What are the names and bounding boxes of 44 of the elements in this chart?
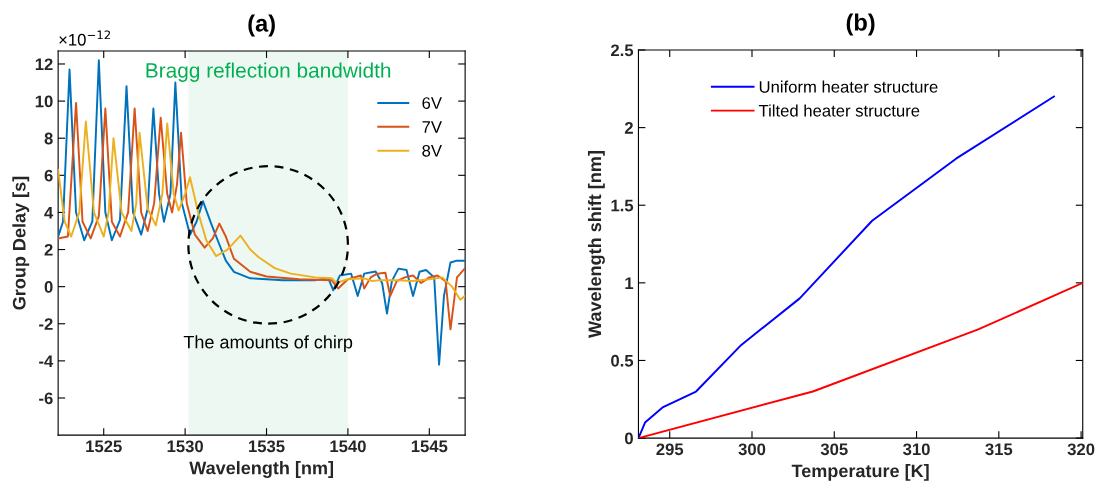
x-tick-label: 1535 xyxy=(249,440,285,453)
chart-title: (a) xyxy=(248,14,275,37)
y-tick-label: 6 xyxy=(44,169,53,182)
legend-label: Uniform heater structure xyxy=(759,80,938,93)
y-tick-label: -4 xyxy=(39,355,54,367)
y-tick-label: 0.5 xyxy=(611,354,634,367)
band-label: Bragg reflection bandwidth xyxy=(146,62,391,82)
x-axis-title: Temperature [K] xyxy=(791,464,929,481)
x-tick-label: 1530 xyxy=(167,440,203,453)
legend-label: 7V xyxy=(422,121,442,133)
y-tick-label: 0 xyxy=(624,432,633,445)
y-axis-title: Wavelength shift [nm] xyxy=(587,151,605,338)
x-axis-title: Wavelength [nm] xyxy=(189,461,334,478)
y-tick-label: 2 xyxy=(44,243,53,256)
line-series xyxy=(638,95,1055,439)
y-tick-label: 0 xyxy=(44,281,53,293)
x-tick-label: 315 xyxy=(985,443,1013,456)
x-tick-label: 305 xyxy=(820,443,848,456)
y-tick-label: -2 xyxy=(39,318,53,330)
annotation: The amounts of chirp xyxy=(183,335,353,353)
y-tick-label: 10 xyxy=(35,95,53,108)
y-axis-title: Group Delay [s] xyxy=(12,176,30,310)
y-tick-label: 1 xyxy=(625,277,634,289)
y-tick-label: 1.5 xyxy=(611,199,634,212)
y-tick-label: -6 xyxy=(39,392,53,405)
y-tick-label: 2.5 xyxy=(611,44,634,57)
y-tick-label: 2 xyxy=(624,122,633,134)
text: ×10$^{−12}$ xyxy=(59,30,111,46)
x-tick-label: 1540 xyxy=(330,440,366,453)
legend-label: 8V xyxy=(422,144,442,157)
line-series xyxy=(58,59,466,366)
legend-label: Tilted heater structure xyxy=(758,104,920,117)
x-tick-label: 310 xyxy=(903,443,930,456)
chart-title: (b) xyxy=(846,13,875,36)
x-tick-label: 1545 xyxy=(411,440,448,453)
legend-label: 6V xyxy=(422,97,442,109)
y-tick-label: 4 xyxy=(44,207,54,219)
y-tick-label: 12 xyxy=(35,58,53,71)
x-tick-label: 295 xyxy=(656,443,684,456)
x-tick-label: 1525 xyxy=(86,440,122,453)
y-tick-label: 8 xyxy=(44,132,53,145)
x-tick-label: 320 xyxy=(1067,443,1095,456)
x-tick-label: 300 xyxy=(738,443,766,456)
line-series xyxy=(58,120,466,301)
